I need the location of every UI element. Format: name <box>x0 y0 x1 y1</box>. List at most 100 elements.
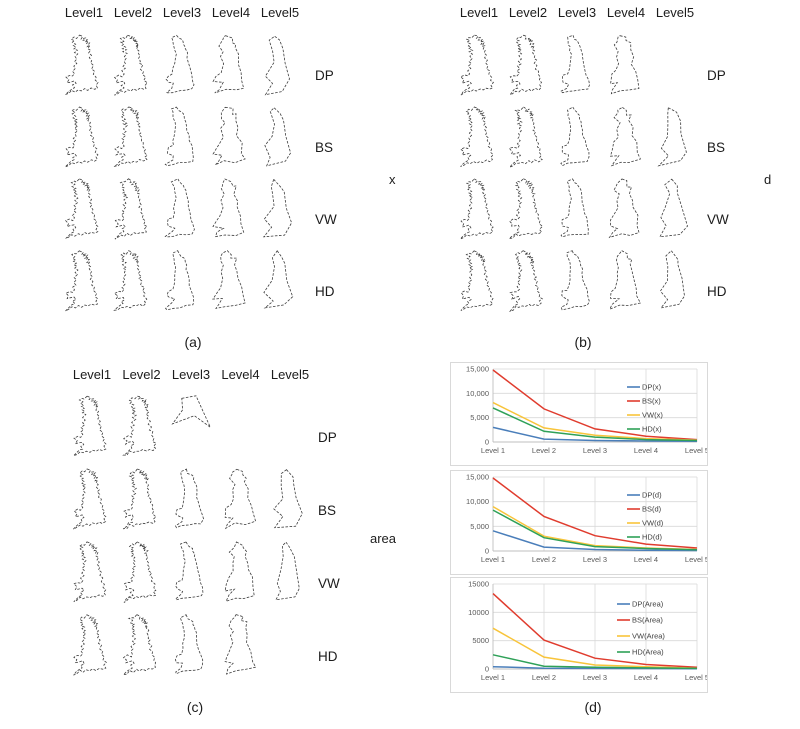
level-header-a-5: Level5 <box>260 5 300 20</box>
svg-text:Level 2: Level 2 <box>532 673 556 682</box>
svg-text:5,000: 5,000 <box>470 522 489 531</box>
coastline-shape-a-dp-level5 <box>257 32 303 98</box>
svg-text:BS(d): BS(d) <box>642 505 662 514</box>
series-line-DP(x) <box>492 426 698 443</box>
svg-text:Level 2: Level 2 <box>532 555 556 564</box>
coastline-shape-c-hd-level2 <box>119 612 165 678</box>
coastline-shape-c-hd-level3 <box>168 612 214 678</box>
coastline-shape-a-vw-level3 <box>159 176 205 242</box>
svg-text:Level 5: Level 5 <box>685 555 707 564</box>
svg-text:5,000: 5,000 <box>470 413 489 422</box>
coastline-shape-c-dp-level1 <box>69 393 115 459</box>
coastline-shape-a-dp-level3 <box>159 32 205 98</box>
coastline-shape-a-bs-level2 <box>110 104 156 170</box>
svg-text:Level 1: Level 1 <box>481 673 505 682</box>
svg-text:15000: 15000 <box>468 580 489 589</box>
svg-text:0: 0 <box>485 665 489 674</box>
coastline-shape-b-vw-level5 <box>652 176 698 242</box>
coastline-shape-a-dp-level2 <box>110 32 156 98</box>
coastline-shape-c-vw-level5 <box>267 539 313 605</box>
coastline-shape-c-vw-level2 <box>119 539 165 605</box>
coastline-shape-a-vw-level2 <box>110 176 156 242</box>
svg-text:DP(x): DP(x) <box>642 383 662 392</box>
series-line-BS(d) <box>492 477 698 549</box>
coastline-shape-b-vw-level4 <box>603 176 649 242</box>
row-label-b-dp: DP <box>707 68 726 83</box>
caption-c: (c) <box>186 699 204 715</box>
svg-text:BS(Area): BS(Area) <box>632 616 663 625</box>
level-header-a-1: Level1 <box>64 5 104 20</box>
coastline-shape-b-hd-level3 <box>554 248 600 314</box>
svg-text:Level 4: Level 4 <box>634 673 658 682</box>
svg-text:DP(d): DP(d) <box>642 491 662 500</box>
svg-text:10000: 10000 <box>468 608 489 617</box>
svg-text:Level 3: Level 3 <box>583 555 607 564</box>
coastline-shape-a-bs-level4 <box>208 104 254 170</box>
coastline-shape-b-dp-level4 <box>603 32 649 98</box>
level-header-a-3: Level3 <box>162 5 202 20</box>
svg-text:Level 1: Level 1 <box>481 555 505 564</box>
level-header-b-4: Level4 <box>606 5 646 20</box>
coastline-shape-b-vw-level2 <box>505 176 551 242</box>
coastline-shape-c-hd-level4 <box>218 612 264 678</box>
svg-text:15,000: 15,000 <box>466 365 489 374</box>
coastline-shape-b-bs-level1 <box>456 104 502 170</box>
svg-text:0: 0 <box>485 438 489 447</box>
row-label-b-bs: BS <box>707 140 726 155</box>
svg-text:HD(x): HD(x) <box>642 425 662 434</box>
svg-text:0: 0 <box>485 547 489 556</box>
coastline-shape-c-bs-level4 <box>218 466 264 532</box>
svg-text:Level 5: Level 5 <box>685 673 707 682</box>
svg-text:Level 4: Level 4 <box>634 555 658 564</box>
row-label-c-vw: VW <box>318 575 340 591</box>
coastline-shape-a-hd-level2 <box>110 248 156 314</box>
coastline-shape-b-dp-level2 <box>505 32 551 98</box>
row-label-c-dp: DP <box>318 429 337 445</box>
svg-text:Level 3: Level 3 <box>583 673 607 682</box>
level-header-c-5: Level5 <box>270 367 310 382</box>
coastline-shape-b-bs-level5 <box>652 104 698 170</box>
chart-area: 0 5000 10000 15000 Level 1 Level 2 Level 3 Leve… <box>450 577 708 693</box>
coastline-shape-c-vw-level3 <box>168 539 214 605</box>
series-line-HD(d) <box>492 509 698 551</box>
coastline-shape-a-hd-level4 <box>208 248 254 314</box>
svg-text:VW(x): VW(x) <box>642 411 663 420</box>
level-header-b-2: Level2 <box>508 5 548 20</box>
side-label-area: area <box>370 531 397 546</box>
svg-text:Level 1: Level 1 <box>481 446 505 455</box>
coastline-shape-c-vw-level4 <box>218 539 264 605</box>
svg-text:BS(x): BS(x) <box>642 397 661 406</box>
series-line-BS(Area) <box>492 593 698 669</box>
coastline-shape-c-bs-level3 <box>168 466 214 532</box>
coastline-shape-a-hd-level5 <box>257 248 303 314</box>
coastline-shape-b-hd-level5 <box>652 248 698 314</box>
level-header-b-3: Level3 <box>557 5 597 20</box>
coastline-shape-b-bs-level2 <box>505 104 551 170</box>
series-line-HD(Area) <box>492 654 698 670</box>
svg-text:5000: 5000 <box>472 636 489 645</box>
svg-text:Level 4: Level 4 <box>634 446 658 455</box>
coastline-shape-c-vw-level1 <box>69 539 115 605</box>
caption-b: (b) <box>574 334 592 350</box>
svg-text:Level 5: Level 5 <box>685 446 707 455</box>
level-header-b-1: Level1 <box>459 5 499 20</box>
chart-x: 0 5,000 10,000 15,000 Level 1 Level 2 Level 3 L… <box>450 362 708 466</box>
series-line-HD(x) <box>492 407 698 442</box>
coastline-shape-b-hd-level4 <box>603 248 649 314</box>
row-label-b-vw: VW <box>707 212 729 227</box>
svg-text:Level 2: Level 2 <box>532 446 556 455</box>
caption-a: (a) <box>184 334 202 350</box>
row-label-a-dp: DP <box>315 68 334 83</box>
svg-text:VW(Area): VW(Area) <box>632 632 665 641</box>
svg-text:10,000: 10,000 <box>466 389 489 398</box>
series-line-DP(d) <box>492 530 698 552</box>
svg-text:Level 3: Level 3 <box>583 446 607 455</box>
svg-text:VW(d): VW(d) <box>642 519 664 528</box>
coastline-shape-a-dp-level4 <box>208 32 254 98</box>
coastline-shape-a-hd-level3 <box>159 248 205 314</box>
svg-text:15,000: 15,000 <box>466 473 489 482</box>
row-label-a-hd: HD <box>315 284 335 299</box>
row-label-a-bs: BS <box>315 140 334 155</box>
row-label-c-hd: HD <box>318 648 338 664</box>
